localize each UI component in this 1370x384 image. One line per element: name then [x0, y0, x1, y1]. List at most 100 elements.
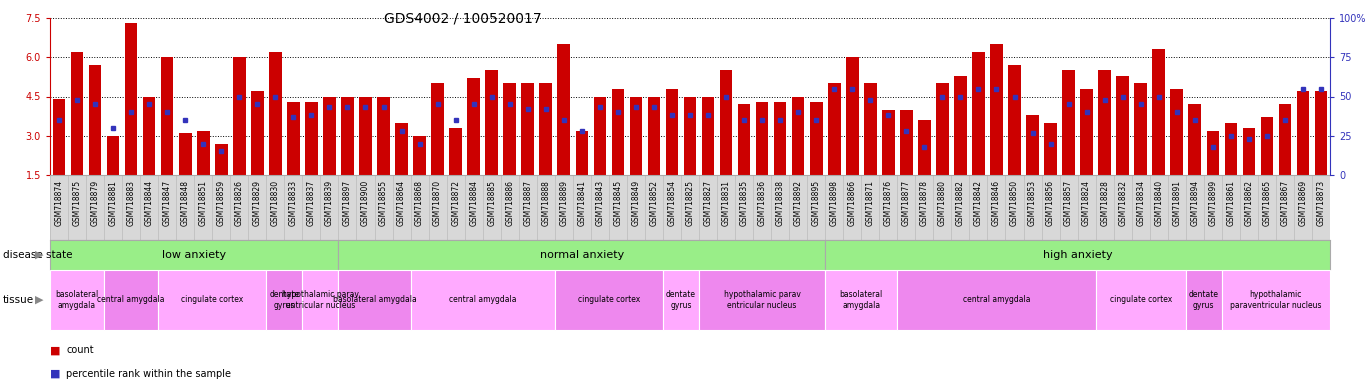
Bar	[338, 270, 411, 330]
Text: GSM718827: GSM718827	[704, 180, 712, 226]
Text: cingulate cortex: cingulate cortex	[1110, 296, 1171, 305]
Text: GSM718828: GSM718828	[1100, 180, 1110, 226]
Text: GSM718898: GSM718898	[830, 180, 838, 226]
Bar	[377, 96, 390, 175]
Bar	[1117, 76, 1129, 175]
Bar	[338, 240, 825, 270]
Text: hypothalamic
paraventricular nucleus: hypothalamic paraventricular nucleus	[1230, 290, 1322, 310]
Bar	[593, 96, 606, 175]
Text: basolateral
amygdala: basolateral amygdala	[840, 290, 882, 310]
Bar	[142, 96, 155, 175]
Bar	[810, 102, 822, 175]
Text: normal anxiety: normal anxiety	[540, 250, 623, 260]
Bar	[558, 44, 570, 175]
Bar	[449, 128, 462, 175]
Bar	[845, 57, 859, 175]
Text: cingulate cortex: cingulate cortex	[578, 296, 640, 305]
Bar	[897, 270, 1096, 330]
Bar	[1081, 89, 1093, 175]
Text: GSM718836: GSM718836	[758, 180, 767, 226]
Text: GSM718891: GSM718891	[1173, 180, 1181, 226]
Bar	[1243, 128, 1255, 175]
Bar	[825, 270, 897, 330]
Text: GSM718870: GSM718870	[433, 180, 443, 226]
Text: cingulate cortex: cingulate cortex	[181, 296, 244, 305]
Bar	[251, 91, 263, 175]
Text: GSM718873: GSM718873	[1317, 180, 1326, 226]
Text: GSM718886: GSM718886	[506, 180, 514, 226]
Text: GSM718835: GSM718835	[740, 180, 748, 226]
Text: GSM718878: GSM718878	[919, 180, 929, 226]
Text: GSM718840: GSM718840	[1155, 180, 1163, 226]
Text: GSM718888: GSM718888	[541, 180, 551, 226]
Bar	[1296, 91, 1310, 175]
Bar	[1207, 131, 1219, 175]
Bar	[215, 144, 227, 175]
Bar	[991, 44, 1003, 175]
Bar	[756, 102, 769, 175]
Bar	[918, 120, 930, 175]
Text: hypothalamic parav
entricular nucleus: hypothalamic parav entricular nucleus	[723, 290, 800, 310]
Bar	[503, 83, 516, 175]
Text: GSM718887: GSM718887	[523, 180, 533, 226]
Bar	[1026, 115, 1038, 175]
Bar	[973, 52, 985, 175]
Text: GSM718853: GSM718853	[1028, 180, 1037, 226]
Bar	[179, 133, 192, 175]
Text: GSM718851: GSM718851	[199, 180, 208, 226]
Bar	[1225, 122, 1237, 175]
Text: GSM718856: GSM718856	[1047, 180, 1055, 226]
Bar	[323, 96, 336, 175]
Bar	[1096, 270, 1186, 330]
Text: central amygdala: central amygdala	[963, 296, 1030, 305]
Bar	[107, 136, 119, 175]
Text: GSM718829: GSM718829	[253, 180, 262, 226]
Bar	[555, 270, 663, 330]
Text: central amygdala: central amygdala	[449, 296, 516, 305]
Bar	[699, 270, 825, 330]
Text: GSM718874: GSM718874	[55, 180, 63, 226]
Text: basolateral
amygdala: basolateral amygdala	[55, 290, 99, 310]
Bar	[306, 102, 318, 175]
Bar	[432, 83, 444, 175]
Text: GSM718861: GSM718861	[1226, 180, 1236, 226]
Text: GSM718900: GSM718900	[360, 180, 370, 227]
Text: GSM718866: GSM718866	[848, 180, 856, 226]
Text: high anxiety: high anxiety	[1043, 250, 1112, 260]
Bar	[266, 270, 303, 330]
Bar	[125, 23, 137, 175]
Text: ■: ■	[49, 345, 60, 355]
Text: GSM718877: GSM718877	[901, 180, 911, 226]
Bar	[522, 83, 534, 175]
Bar	[630, 96, 643, 175]
Text: GSM718869: GSM718869	[1299, 180, 1307, 226]
Text: GSM718879: GSM718879	[90, 180, 100, 226]
Bar	[411, 270, 555, 330]
Bar	[575, 131, 588, 175]
Text: GSM718839: GSM718839	[325, 180, 334, 226]
Bar	[303, 270, 338, 330]
Bar	[71, 52, 84, 175]
Text: GSM718892: GSM718892	[793, 180, 803, 226]
Text: GSM718837: GSM718837	[307, 180, 316, 226]
Text: GSM718884: GSM718884	[469, 180, 478, 226]
Bar	[160, 57, 174, 175]
Bar	[738, 104, 751, 175]
Bar	[1278, 104, 1292, 175]
Text: dentate
gyrus: dentate gyrus	[1189, 290, 1219, 310]
Bar	[395, 122, 408, 175]
Bar	[954, 76, 967, 175]
Text: GSM718831: GSM718831	[722, 180, 730, 226]
Text: central amygdala: central amygdala	[97, 296, 164, 305]
Bar	[341, 96, 353, 175]
Bar	[792, 96, 804, 175]
Text: GSM718838: GSM718838	[775, 180, 785, 226]
Text: GSM718868: GSM718868	[415, 180, 425, 226]
Bar	[89, 65, 101, 175]
Bar	[52, 99, 66, 175]
Bar	[663, 270, 699, 330]
Text: GSM718841: GSM718841	[577, 180, 586, 226]
Text: GSM718885: GSM718885	[488, 180, 496, 226]
Bar	[1315, 91, 1328, 175]
Text: GSM718859: GSM718859	[216, 180, 226, 226]
